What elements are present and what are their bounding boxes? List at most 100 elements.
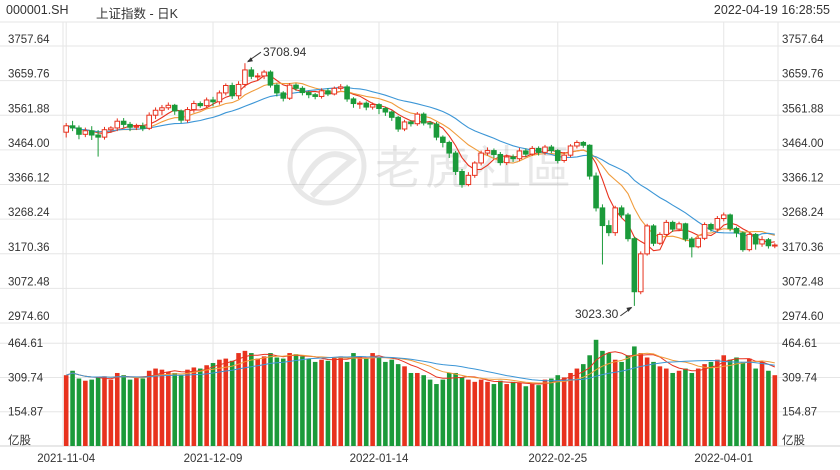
- volume-bar: [498, 380, 503, 446]
- price-tick-left: 3757.64: [8, 34, 50, 46]
- volume-bar: [466, 379, 471, 446]
- candle-body: [171, 104, 178, 112]
- volume-bar: [485, 381, 490, 446]
- candle-body: [242, 69, 248, 85]
- price-tick-left: 2974.60: [8, 311, 50, 323]
- candle-body: [369, 104, 376, 108]
- volume-bar: [280, 358, 286, 446]
- candle-body: [254, 75, 261, 78]
- volume-bar: [606, 353, 612, 446]
- price-tick-right: 3366.12: [782, 173, 824, 185]
- candle: [695, 236, 701, 249]
- volume-tick-left: 154.87: [8, 407, 43, 419]
- candle: [293, 83, 299, 91]
- volume-bar: [721, 355, 727, 446]
- volume-bar: [370, 353, 375, 446]
- candle: [344, 84, 350, 102]
- price-tick-right: 3072.48: [782, 276, 824, 288]
- volume-bar: [612, 359, 618, 446]
- candle: [395, 115, 401, 132]
- watermark-logo-icon: [287, 126, 367, 206]
- candle-body: [727, 214, 733, 229]
- candle: [740, 231, 746, 252]
- candle: [471, 161, 478, 178]
- candle-series: [63, 63, 778, 306]
- volume-bar: [274, 357, 280, 446]
- candle: [261, 69, 267, 80]
- candle-body: [599, 207, 606, 227]
- price-tick-right: 3659.76: [782, 69, 824, 81]
- candle-body: [503, 156, 510, 164]
- timestamp: 2022-04-19 16:28:55: [713, 3, 830, 17]
- candle-body: [95, 134, 101, 138]
- volume-bar: [95, 377, 101, 446]
- candle: [133, 123, 140, 131]
- candle: [523, 148, 529, 157]
- price-tick-left: 3561.88: [8, 103, 50, 115]
- candle: [325, 88, 331, 97]
- candle-body: [759, 239, 765, 245]
- candle: [772, 243, 778, 249]
- candle-body: [299, 87, 306, 94]
- candle: [446, 140, 453, 159]
- candle: [440, 135, 446, 148]
- low-label: 3023.30: [575, 307, 619, 321]
- candle-body: [197, 103, 204, 107]
- candle-body: [657, 233, 663, 244]
- moving-average-lines: [66, 75, 775, 252]
- candle: [267, 70, 274, 88]
- volume-bar: [325, 360, 331, 446]
- volume-bar: [70, 370, 75, 446]
- candle: [178, 109, 184, 123]
- price-tick-right: 2974.60: [782, 311, 824, 323]
- date-tick: 2021-12-09: [184, 453, 243, 465]
- candle: [299, 86, 306, 96]
- volume-bar: [766, 370, 771, 446]
- volume-bar: [670, 372, 675, 446]
- candle: [561, 151, 567, 163]
- candle: [529, 145, 536, 156]
- volume-bar: [236, 353, 241, 446]
- candle-body: [452, 152, 459, 172]
- candle-body: [76, 127, 82, 135]
- candle: [401, 119, 408, 132]
- candle-body: [484, 150, 491, 154]
- volume-tick-right: 154.87: [782, 407, 817, 419]
- volume-bar: [229, 360, 235, 446]
- price-tick-left: 3170.36: [8, 242, 50, 254]
- candle: [376, 103, 382, 115]
- price-tick-right: 3464.00: [782, 138, 824, 150]
- volume-bar: [197, 368, 203, 446]
- volume-bar: [242, 350, 248, 446]
- candle-body: [689, 238, 695, 248]
- price-tick-right: 3561.88: [782, 103, 824, 115]
- candle-body: [740, 232, 746, 251]
- volume-bar: [249, 353, 254, 446]
- volume-bar: [746, 358, 752, 446]
- candle-body: [631, 238, 638, 293]
- volume-series: [63, 339, 778, 446]
- candle-body: [676, 223, 682, 230]
- candle: [542, 144, 548, 155]
- volume-bar: [651, 361, 656, 446]
- candle-body: [152, 109, 159, 116]
- volume-ma5-line: [66, 351, 775, 385]
- volume-bar: [523, 386, 529, 446]
- volume-bar: [568, 372, 573, 446]
- volume-bar: [434, 384, 439, 446]
- candle: [599, 204, 606, 265]
- volume-bar: [223, 358, 229, 446]
- price-tick-right: 3757.64: [782, 34, 824, 46]
- candle-body: [337, 86, 344, 89]
- price-tick-left: 3659.76: [8, 69, 50, 81]
- candle: [203, 97, 210, 108]
- volume-bar: [542, 379, 548, 446]
- candle: [708, 222, 714, 232]
- volume-bar: [472, 381, 478, 446]
- volume-bar: [114, 372, 120, 446]
- candle: [765, 237, 772, 249]
- volume-bar: [593, 339, 599, 446]
- candle-body: [471, 162, 478, 176]
- volume-bar: [300, 356, 305, 446]
